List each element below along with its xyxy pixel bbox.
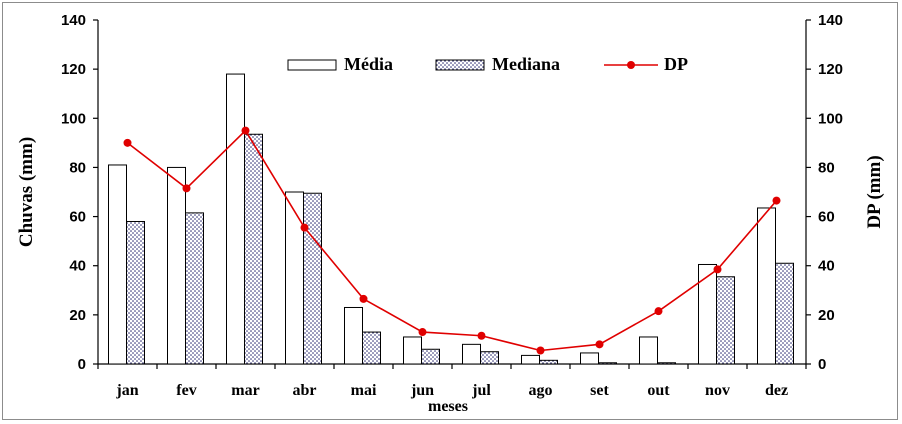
bar-mediana-dez — [775, 262, 794, 365]
dp-point-ago — [536, 346, 545, 355]
y-tick-label-left: 0 — [78, 356, 86, 373]
bar-mediana-set — [598, 362, 617, 365]
x-tick-label-jan: jan — [115, 382, 138, 399]
bar-mediana-abr — [303, 192, 322, 365]
x-tick-label-jun: jun — [410, 382, 434, 399]
bar-media-set — [580, 352, 599, 365]
legend-label-mediana: Mediana — [492, 54, 560, 74]
dp-point-mar — [241, 126, 250, 135]
dp-point-abr — [300, 223, 309, 232]
x-tick-label-nov: nov — [705, 382, 730, 399]
y2-tick-label-right: 40 — [818, 258, 835, 275]
y-tick-label-left: 80 — [69, 159, 86, 176]
legend: Média Mediana DP — [287, 54, 688, 74]
labels: 0 0 20 20 40 40 60 60 80 80 100 100 120 120 140 140 jan f… — [16, 12, 885, 415]
dp-point-set — [595, 340, 604, 349]
y2-axis-title: DP (mm) — [864, 155, 885, 228]
bar-media-jan — [108, 164, 127, 365]
dp-point-jun — [418, 328, 427, 337]
legend-label-dp: DP — [664, 54, 688, 74]
x-tick-label-mai: mai — [351, 382, 377, 399]
y2-tick-label-right: 100 — [818, 110, 843, 127]
legend-swatch-dp-marker — [627, 61, 635, 69]
y-tick-label-left: 20 — [69, 307, 86, 324]
y-tick-label-left: 100 — [61, 110, 86, 127]
bar-mediana-ago — [539, 359, 558, 365]
dp-point-fev — [182, 184, 191, 193]
bars — [108, 73, 794, 365]
x-tick-label-mar: mar — [231, 382, 259, 399]
y-axis-title: Chuvas (mm) — [16, 137, 37, 247]
dp-point-dez — [772, 196, 781, 205]
y2-tick-label-right: 140 — [818, 12, 843, 29]
y-tick-label-left: 120 — [61, 61, 86, 78]
legend-swatch-mediana — [435, 59, 485, 71]
bar-media-jun — [403, 336, 422, 365]
bar-media-out — [639, 336, 658, 365]
dp-point-jul — [477, 331, 486, 340]
bar-media-mai — [344, 306, 363, 365]
y2-tick-label-right: 0 — [818, 356, 826, 373]
bar-media-ago — [521, 354, 540, 365]
x-tick-label-set: set — [590, 382, 609, 399]
x-axis-title: meses — [428, 398, 468, 415]
legend-label-media: Média — [344, 54, 393, 74]
y2-tick-label-right: 60 — [818, 209, 835, 226]
bar-mediana-nov — [716, 276, 735, 365]
bar-media-nov — [698, 263, 717, 365]
bar-mediana-jul — [480, 351, 499, 365]
dp-point-out — [654, 307, 663, 316]
chart-frame — [2, 2, 898, 420]
x-tick-label-dez: dez — [765, 382, 788, 399]
bar-media-fev — [167, 166, 186, 365]
dp-point-nov — [713, 265, 722, 274]
y2-tick-label-right: 20 — [818, 307, 835, 324]
x-tick-label-jul: jul — [471, 382, 491, 399]
dp-point-mai — [359, 294, 368, 303]
bar-media-dez — [757, 207, 776, 365]
x-tick-label-fev: fev — [176, 382, 196, 399]
bar-media-abr — [285, 191, 304, 365]
bar-mediana-out — [657, 362, 676, 365]
dp-point-jan — [123, 138, 132, 147]
y2-tick-label-right: 120 — [818, 61, 843, 78]
x-tick-label-out: out — [647, 382, 670, 399]
y-tick-label-left: 60 — [69, 209, 86, 226]
bar-mediana-mar — [244, 133, 263, 365]
bar-mediana-mai — [362, 331, 381, 365]
dp-line — [123, 126, 781, 355]
bar-mediana-fev — [185, 212, 204, 365]
y-tick-label-left: 140 — [61, 12, 86, 29]
bar-mediana-jan — [126, 220, 145, 365]
y-tick-label-left: 40 — [69, 258, 86, 275]
dp-series-line — [127, 129, 778, 352]
bar-media-mar — [226, 73, 245, 365]
bar-mediana-jun — [421, 348, 440, 365]
axes — [93, 19, 811, 369]
bar-media-jul — [462, 343, 481, 365]
legend-swatch-media — [287, 59, 337, 71]
x-tick-label-abr: abr — [293, 382, 317, 399]
x-tick-label-ago: ago — [529, 382, 553, 399]
y2-tick-label-right: 80 — [818, 159, 835, 176]
